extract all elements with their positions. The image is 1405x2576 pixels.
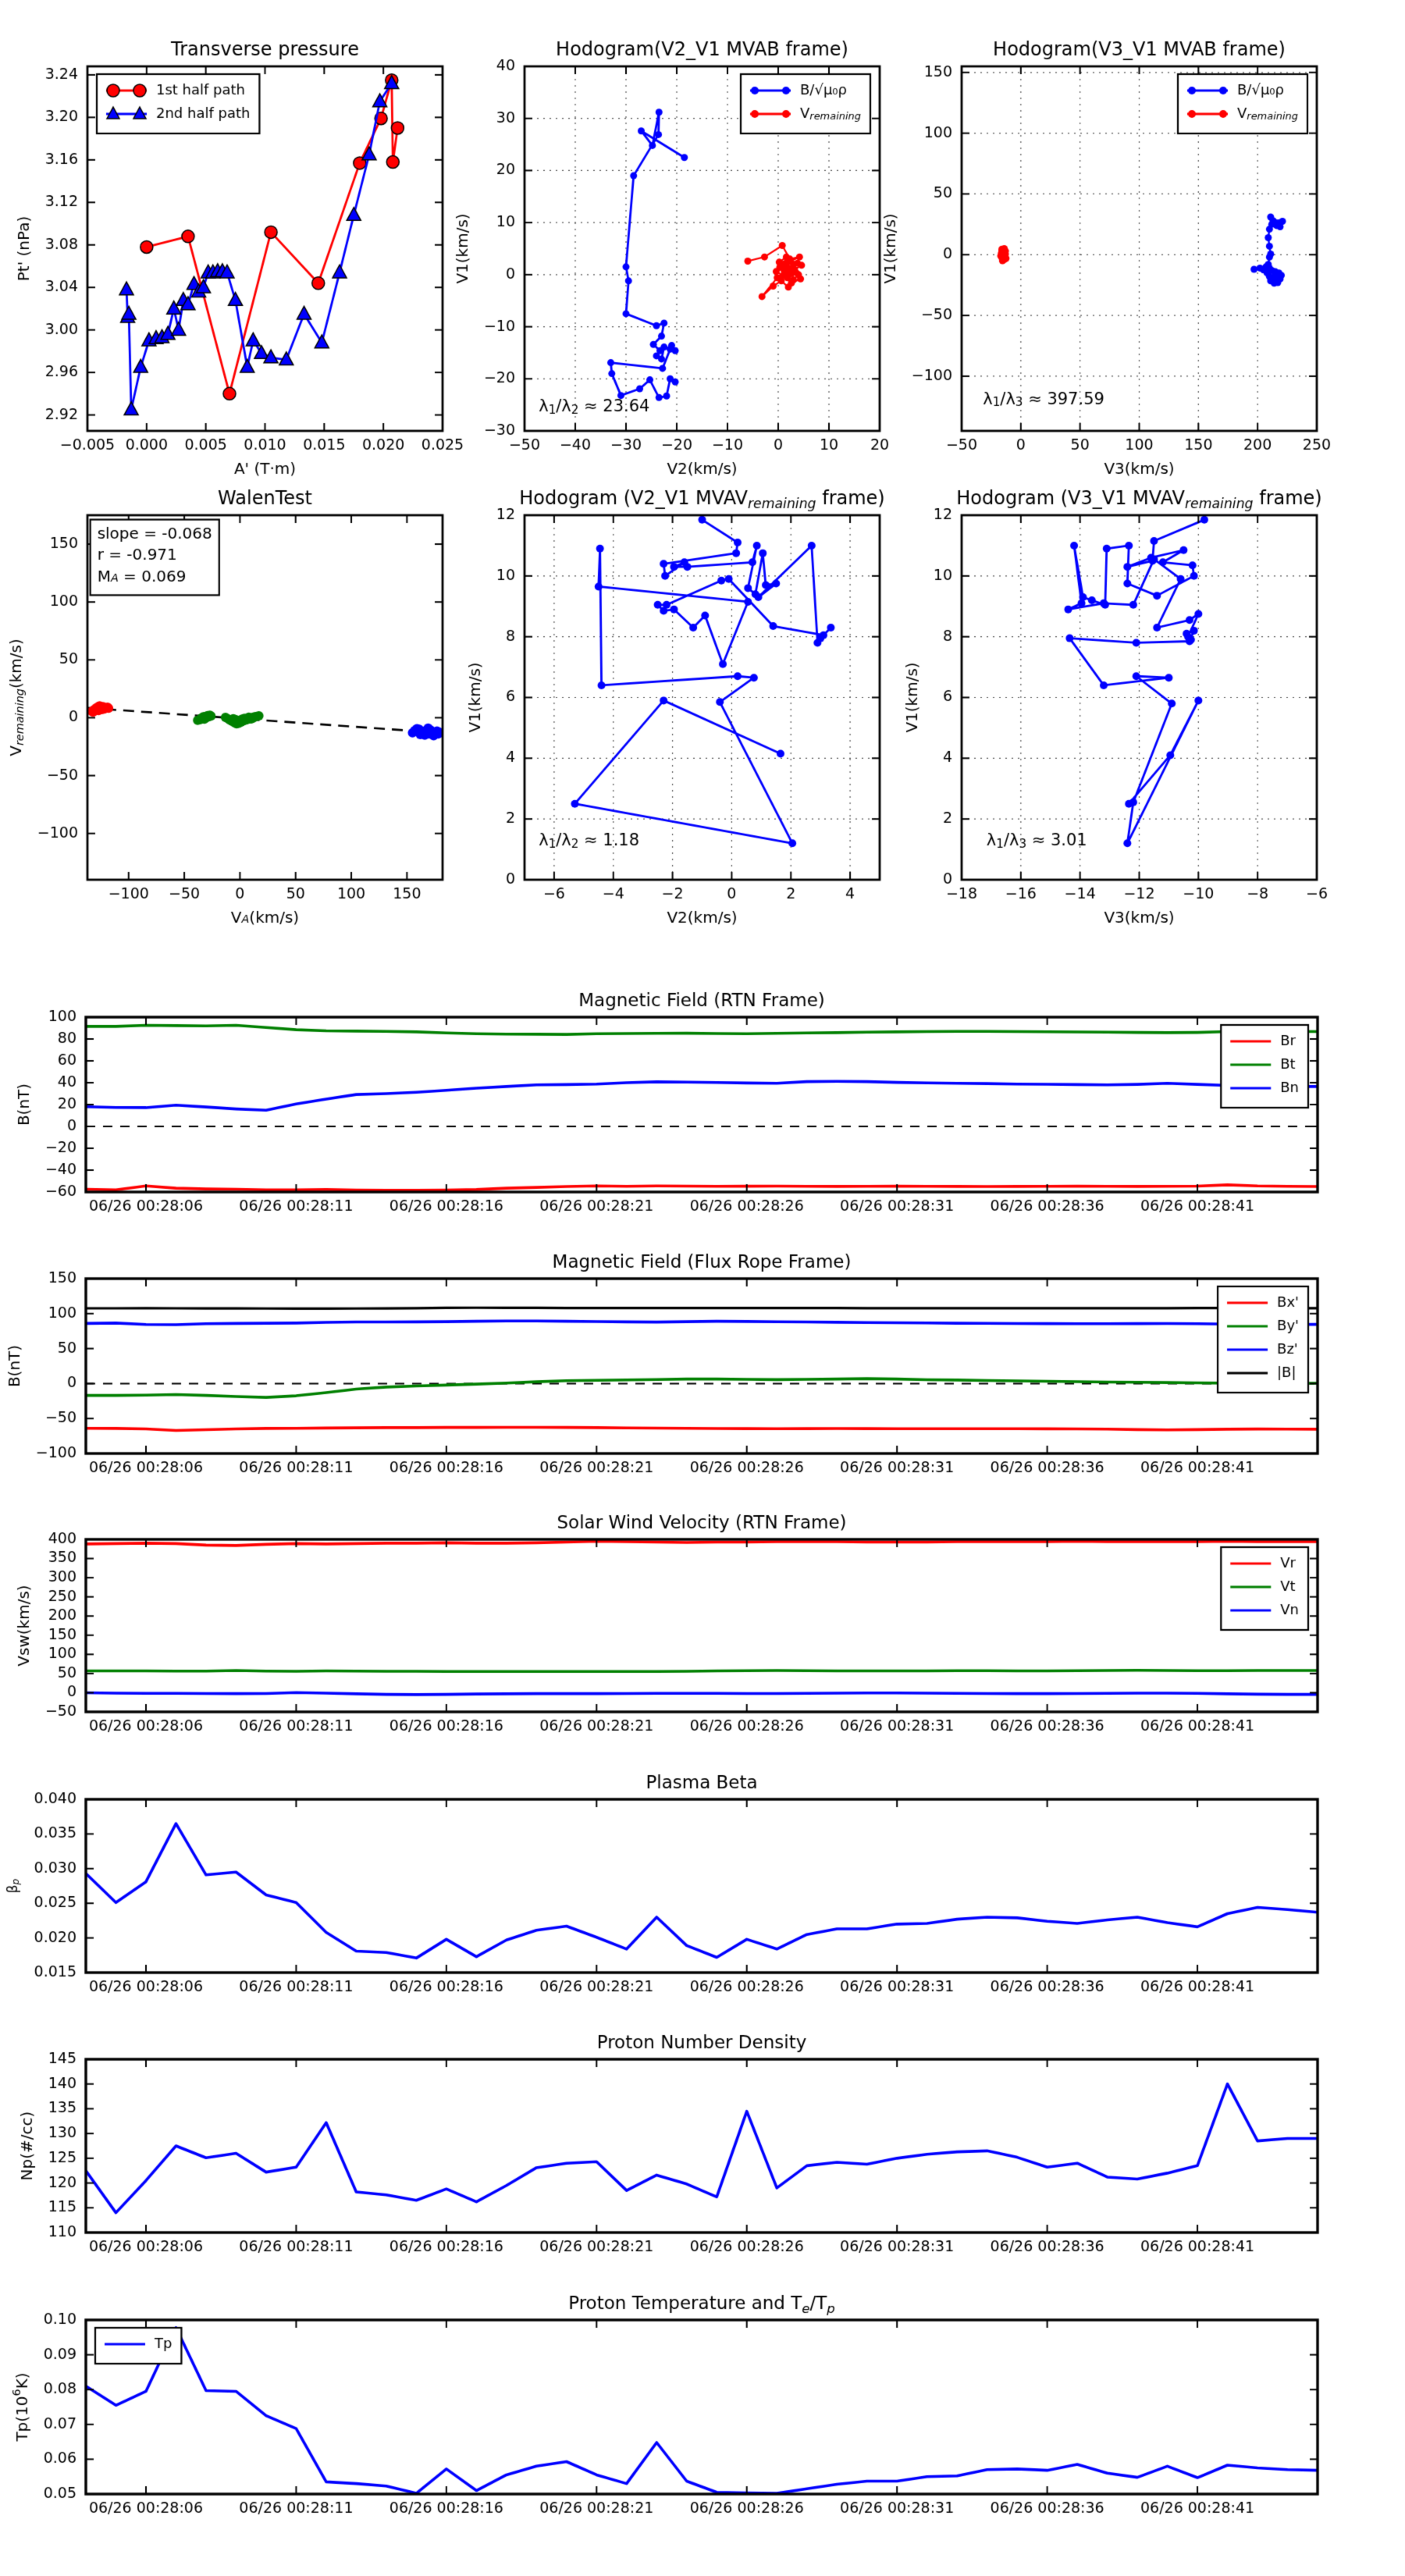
figure	[0, 0, 1405, 2576]
figure-canvas	[0, 0, 1405, 2576]
